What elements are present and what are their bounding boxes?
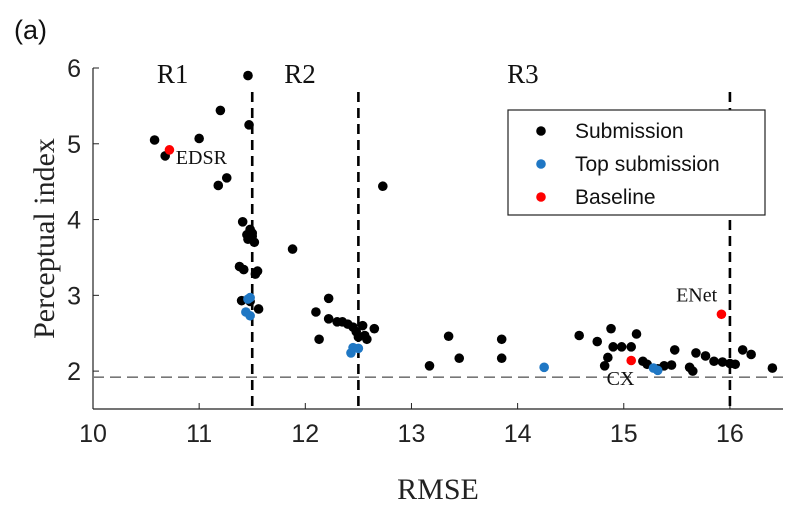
legend-label: Top submission (575, 153, 720, 176)
x-tick-label: 10 (79, 420, 107, 448)
submission-point (215, 105, 226, 116)
x-tick-label: 11 (186, 420, 212, 448)
submission-point (252, 266, 263, 276)
submission-point (253, 304, 264, 314)
submission-point (323, 293, 334, 304)
x-tick-label: 16 (716, 420, 744, 448)
submission-point (700, 351, 711, 361)
legend: Submission Top submission Baseline (507, 109, 766, 216)
y-axis-label: Perceptual index (28, 138, 61, 339)
y-tick-label: 5 (67, 131, 81, 159)
submission-point (213, 180, 224, 191)
submission-point (608, 342, 618, 352)
y-tick-label: 2 (67, 358, 81, 386)
submission-point (237, 217, 248, 227)
axes: 10 11 12 13 14 15 16 2 3 4 5 6 (67, 55, 783, 448)
submission-point (314, 334, 324, 345)
legend-label: Baseline (575, 186, 656, 209)
submission-point (631, 329, 642, 339)
submission-point (592, 336, 603, 347)
submission-point (669, 345, 680, 355)
top-submission-point (245, 292, 255, 303)
submission-point (717, 357, 728, 367)
legend-label: Submission (575, 120, 684, 143)
legend-box (507, 109, 766, 216)
legend-marker (536, 192, 546, 202)
submission-point (323, 314, 334, 324)
submission-point (767, 363, 778, 373)
submission-point (626, 342, 636, 352)
submission-point (496, 334, 507, 345)
y-tick-label: 4 (67, 207, 81, 235)
baseline-point (626, 355, 636, 366)
submission-point (746, 349, 756, 360)
top-submission-point (353, 343, 364, 354)
submission-point (709, 356, 719, 367)
submission-point (730, 359, 741, 370)
x-tick-label: 13 (398, 420, 426, 448)
submission-point (238, 264, 249, 275)
x-axis-label: RMSE (397, 473, 479, 506)
panel-label: (a) (14, 15, 47, 45)
submission-point (443, 331, 454, 342)
legend-marker (536, 159, 546, 169)
submission-point (194, 133, 204, 144)
top-submission-point (652, 365, 663, 376)
submission-point (616, 342, 627, 352)
submission-point (574, 330, 584, 341)
submission-point (496, 353, 507, 364)
baseline-point (164, 145, 175, 155)
annotation-edsr: EDSR (176, 147, 228, 169)
submission-point (287, 244, 298, 254)
submission-point (599, 361, 610, 371)
annotation-cx: CX (607, 368, 635, 390)
submission-point (687, 366, 698, 376)
submission-point (311, 307, 321, 317)
region-label-r3: R3 (507, 59, 539, 89)
x-tick-label: 12 (291, 420, 319, 448)
annotation-enet: ENet (676, 284, 718, 306)
legend-marker (536, 126, 546, 136)
submission-point (247, 231, 258, 242)
submission-point (369, 323, 380, 334)
x-tick-label: 15 (610, 420, 638, 448)
submission-point (378, 181, 388, 192)
baseline-point (716, 309, 727, 320)
submission-point (691, 348, 701, 358)
submission-point (424, 361, 435, 371)
submission-point (362, 334, 372, 345)
submission-point (666, 360, 677, 370)
region-label-r2: R2 (284, 59, 316, 89)
submission-point (149, 135, 160, 145)
y-tick-label: 3 (67, 282, 81, 310)
submission-point (606, 323, 616, 334)
top-submission-point (245, 310, 255, 321)
y-tick-label: 6 (67, 55, 81, 83)
submission-point (357, 320, 368, 331)
region-label-r1: R1 (157, 59, 189, 89)
x-tick-label: 14 (504, 420, 532, 448)
submission-point (244, 120, 254, 130)
submission-point (243, 70, 253, 81)
submission-point (603, 352, 613, 363)
submission-point (221, 173, 232, 183)
submission-point (454, 353, 465, 364)
top-submission-point (539, 362, 549, 373)
submission-point (737, 345, 748, 355)
